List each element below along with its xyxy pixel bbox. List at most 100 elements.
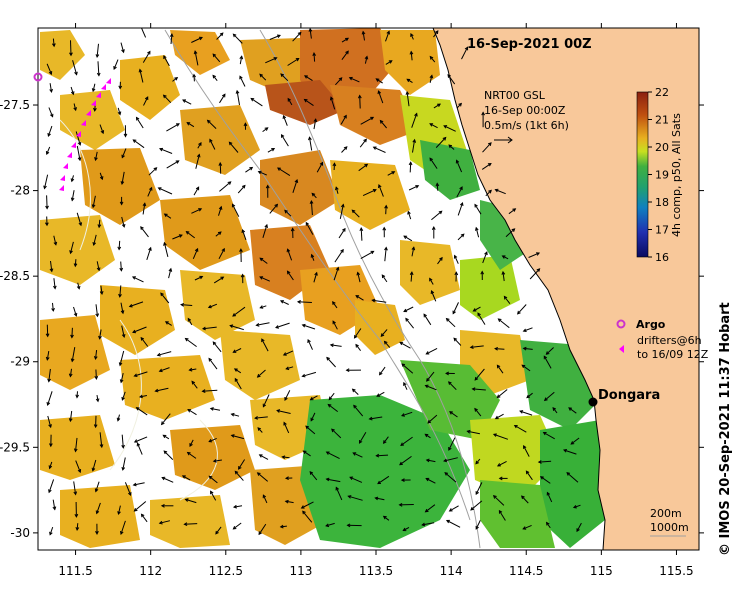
current-vector [189,439,194,447]
current-vector [326,357,336,368]
current-vector-head [99,291,104,296]
current-vector [191,381,198,389]
current-vector-head [49,88,53,93]
current-vector-head [163,241,167,246]
current-vector [305,222,314,235]
current-vector-head [475,491,479,496]
current-vector [505,228,515,238]
current-vector-head [240,273,245,278]
current-vector [219,162,222,174]
current-vector-head [425,477,430,482]
current-vector [519,410,533,416]
current-vector [261,338,269,352]
current-vector [121,216,125,228]
current-vector-head [423,313,427,318]
current-vector-head [140,24,143,27]
current-vector-head [77,469,82,474]
current-vector [287,98,293,106]
current-vector-head [325,451,330,455]
current-vector [69,368,72,377]
current-vector-head [471,387,476,391]
current-vector [576,522,582,532]
current-vector-head [98,335,102,340]
current-vector-head [169,33,174,38]
current-vector-head [118,293,122,298]
current-vector [209,139,216,150]
current-vector-head [355,295,360,299]
current-vector [121,171,125,185]
legend-time: 16-Sep 00:00Z [484,104,566,117]
current-vector [212,75,218,82]
current-vector [330,97,336,110]
current-vector [287,271,294,281]
current-vector-head [501,255,506,259]
current-vector [186,231,196,239]
current-vector-head [220,276,225,281]
current-vector-head [438,210,443,215]
current-vector [412,139,416,153]
argo-marker-icon [616,319,626,329]
current-vector-head [496,463,501,467]
current-vector [163,242,169,258]
current-vector-head [494,188,499,193]
current-vector-head [117,246,122,251]
current-vector-head [99,176,104,181]
current-vector-head [332,320,336,325]
current-vector [170,34,173,45]
current-vector [359,138,367,148]
current-vector [208,358,218,370]
current-vector-head [156,352,161,357]
current-vector [99,432,103,448]
current-vector-head [314,271,318,276]
drifter-point [63,163,68,169]
current-vector [95,304,98,317]
current-vector-head [351,388,356,393]
current-vector [229,141,239,153]
current-vector-head [384,246,388,251]
y-tick-label: -30 [10,526,30,540]
current-vector-head [568,407,573,411]
current-vector [431,290,437,302]
current-vector-head [234,377,239,382]
current-vector-head [494,346,499,351]
current-vector-head [498,509,503,514]
current-vector [429,75,433,84]
current-vector-head [372,189,377,193]
current-vector-head [501,270,506,275]
current-vector-head [158,368,163,373]
current-vector [218,248,225,260]
current-vector-head [434,30,439,35]
current-vector-head [335,266,340,271]
current-vector-head [264,223,268,228]
current-vector-head [96,267,101,272]
current-vector [387,171,395,176]
current-vector-head [198,208,203,212]
current-vector [457,233,465,241]
current-vector-head [481,111,486,116]
current-vector [269,34,281,40]
y-axis: -27.5 -28 -28.5 -29 -29.5 -30 [0,98,704,540]
current-vector [338,228,346,239]
current-vector [348,495,363,501]
current-vector [219,181,232,192]
current-vector-head [199,275,204,280]
current-vector [310,412,316,421]
current-vector [137,443,143,455]
current-vector [405,318,414,329]
current-vector-head [159,147,164,152]
current-vector [335,187,339,194]
current-vector-head [484,251,488,256]
current-vector-head [93,356,98,361]
current-vector-head [212,53,217,58]
current-vector [95,350,98,360]
current-vector-head [51,43,56,48]
current-vector [385,31,390,42]
current-vector [523,327,533,332]
current-vector [431,210,443,221]
current-vector [93,234,97,246]
current-vector-head [429,277,433,282]
current-vector-head [232,504,237,509]
current-vector-head [424,508,429,513]
current-vector-head [372,146,377,150]
isobath-200m: 200m [650,507,682,520]
